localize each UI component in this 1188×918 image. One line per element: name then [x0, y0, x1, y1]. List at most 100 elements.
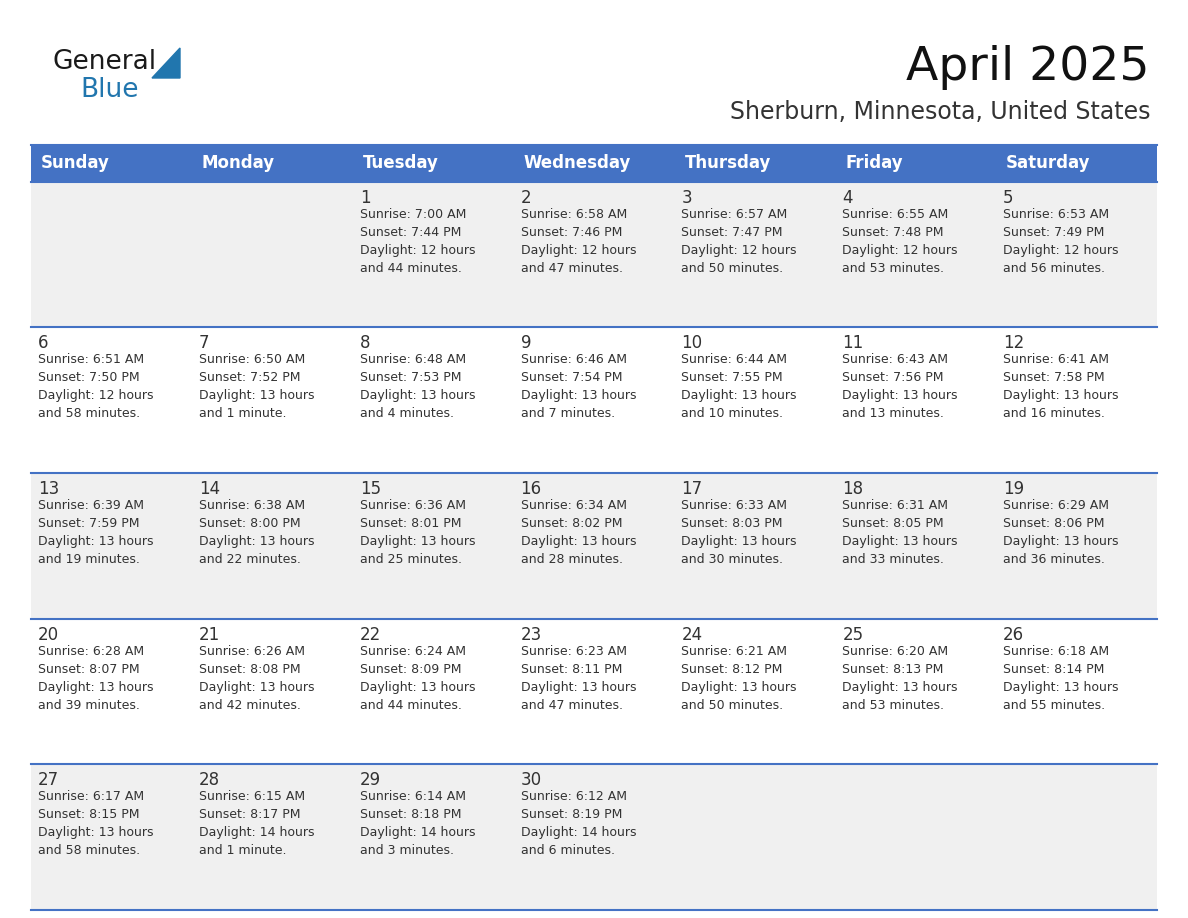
Text: Daylight: 13 hours: Daylight: 13 hours — [842, 389, 958, 402]
Text: 29: 29 — [360, 771, 381, 789]
Text: Thursday: Thursday — [684, 154, 771, 173]
Text: Sunrise: 6:50 AM: Sunrise: 6:50 AM — [198, 353, 305, 366]
Text: and 1 minute.: and 1 minute. — [198, 845, 286, 857]
Text: 14: 14 — [198, 480, 220, 498]
Text: Sunrise: 6:20 AM: Sunrise: 6:20 AM — [842, 644, 948, 657]
Text: Sunrise: 6:14 AM: Sunrise: 6:14 AM — [360, 790, 466, 803]
Text: Sunrise: 6:46 AM: Sunrise: 6:46 AM — [520, 353, 626, 366]
Text: 19: 19 — [1003, 480, 1024, 498]
Text: and 53 minutes.: and 53 minutes. — [842, 699, 944, 711]
Text: Sunrise: 6:24 AM: Sunrise: 6:24 AM — [360, 644, 466, 657]
Text: Monday: Monday — [202, 154, 274, 173]
Text: and 53 minutes.: and 53 minutes. — [842, 262, 944, 274]
Text: 11: 11 — [842, 334, 864, 353]
Text: and 33 minutes.: and 33 minutes. — [842, 553, 944, 566]
Text: 9: 9 — [520, 334, 531, 353]
Text: Sunrise: 6:55 AM: Sunrise: 6:55 AM — [842, 207, 948, 220]
Text: and 4 minutes.: and 4 minutes. — [360, 408, 454, 420]
Text: Sunset: 7:47 PM: Sunset: 7:47 PM — [682, 226, 783, 239]
Text: General: General — [52, 49, 156, 75]
Text: Sunset: 7:53 PM: Sunset: 7:53 PM — [360, 372, 461, 385]
Text: Sunset: 8:15 PM: Sunset: 8:15 PM — [38, 809, 139, 822]
Text: 28: 28 — [198, 771, 220, 789]
Text: Sunset: 8:09 PM: Sunset: 8:09 PM — [360, 663, 461, 676]
Text: and 44 minutes.: and 44 minutes. — [360, 699, 462, 711]
Text: Sunrise: 6:53 AM: Sunrise: 6:53 AM — [1003, 207, 1110, 220]
Text: and 30 minutes.: and 30 minutes. — [682, 553, 783, 566]
Text: 26: 26 — [1003, 626, 1024, 644]
Text: and 19 minutes.: and 19 minutes. — [38, 553, 140, 566]
Text: and 58 minutes.: and 58 minutes. — [38, 408, 140, 420]
Text: Sunset: 8:14 PM: Sunset: 8:14 PM — [1003, 663, 1105, 676]
Text: 5: 5 — [1003, 189, 1013, 207]
Text: Daylight: 13 hours: Daylight: 13 hours — [38, 826, 153, 839]
Text: Daylight: 12 hours: Daylight: 12 hours — [520, 244, 636, 257]
Text: Daylight: 13 hours: Daylight: 13 hours — [198, 681, 315, 694]
Text: Sunset: 7:46 PM: Sunset: 7:46 PM — [520, 226, 623, 239]
Text: 17: 17 — [682, 480, 702, 498]
Text: 13: 13 — [38, 480, 59, 498]
Text: Sunrise: 6:43 AM: Sunrise: 6:43 AM — [842, 353, 948, 366]
Text: 16: 16 — [520, 480, 542, 498]
Text: Sunset: 8:11 PM: Sunset: 8:11 PM — [520, 663, 623, 676]
Polygon shape — [152, 48, 181, 78]
Text: and 36 minutes.: and 36 minutes. — [1003, 553, 1105, 566]
Bar — [997, 145, 1157, 182]
Text: Sunset: 8:01 PM: Sunset: 8:01 PM — [360, 517, 461, 530]
Text: Tuesday: Tuesday — [362, 154, 438, 173]
Bar — [31, 145, 191, 182]
Text: and 55 minutes.: and 55 minutes. — [1003, 699, 1105, 711]
Text: Daylight: 13 hours: Daylight: 13 hours — [1003, 535, 1119, 548]
Text: Daylight: 13 hours: Daylight: 13 hours — [38, 681, 153, 694]
Text: and 47 minutes.: and 47 minutes. — [520, 262, 623, 274]
Text: Daylight: 12 hours: Daylight: 12 hours — [360, 244, 475, 257]
Text: and 58 minutes.: and 58 minutes. — [38, 845, 140, 857]
Text: Sunrise: 6:58 AM: Sunrise: 6:58 AM — [520, 207, 627, 220]
Text: 12: 12 — [1003, 334, 1024, 353]
Text: Daylight: 13 hours: Daylight: 13 hours — [682, 535, 797, 548]
Text: Sunset: 8:05 PM: Sunset: 8:05 PM — [842, 517, 944, 530]
Text: Sunrise: 6:44 AM: Sunrise: 6:44 AM — [682, 353, 788, 366]
Text: Sunset: 7:54 PM: Sunset: 7:54 PM — [520, 372, 623, 385]
Text: 25: 25 — [842, 626, 864, 644]
Text: Sunday: Sunday — [40, 154, 109, 173]
Text: Sunset: 7:55 PM: Sunset: 7:55 PM — [682, 372, 783, 385]
Text: Daylight: 13 hours: Daylight: 13 hours — [198, 535, 315, 548]
Bar — [191, 145, 353, 182]
Text: Sunrise: 6:12 AM: Sunrise: 6:12 AM — [520, 790, 626, 803]
Text: Daylight: 12 hours: Daylight: 12 hours — [38, 389, 153, 402]
Text: Daylight: 13 hours: Daylight: 13 hours — [198, 389, 315, 402]
Text: Sunrise: 6:23 AM: Sunrise: 6:23 AM — [520, 644, 626, 657]
Text: Sunrise: 6:41 AM: Sunrise: 6:41 AM — [1003, 353, 1110, 366]
Text: Sunrise: 6:17 AM: Sunrise: 6:17 AM — [38, 790, 144, 803]
Text: Sunrise: 6:48 AM: Sunrise: 6:48 AM — [360, 353, 466, 366]
Bar — [31, 619, 1157, 765]
Text: Sunset: 8:18 PM: Sunset: 8:18 PM — [360, 809, 461, 822]
Text: Sunset: 7:52 PM: Sunset: 7:52 PM — [198, 372, 301, 385]
Text: Daylight: 14 hours: Daylight: 14 hours — [520, 826, 636, 839]
Text: and 7 minutes.: and 7 minutes. — [520, 408, 614, 420]
Text: 15: 15 — [360, 480, 381, 498]
Text: Daylight: 13 hours: Daylight: 13 hours — [360, 681, 475, 694]
Text: Sunrise: 7:00 AM: Sunrise: 7:00 AM — [360, 207, 466, 220]
Bar — [31, 182, 1157, 328]
Text: Daylight: 14 hours: Daylight: 14 hours — [198, 826, 315, 839]
Text: Sunset: 8:06 PM: Sunset: 8:06 PM — [1003, 517, 1105, 530]
Bar — [675, 145, 835, 182]
Text: and 28 minutes.: and 28 minutes. — [520, 553, 623, 566]
Text: Daylight: 13 hours: Daylight: 13 hours — [1003, 389, 1119, 402]
Text: and 13 minutes.: and 13 minutes. — [842, 408, 944, 420]
Text: and 50 minutes.: and 50 minutes. — [682, 699, 784, 711]
Text: Wednesday: Wednesday — [524, 154, 631, 173]
Text: and 3 minutes.: and 3 minutes. — [360, 845, 454, 857]
Text: 27: 27 — [38, 771, 59, 789]
Text: Sunrise: 6:34 AM: Sunrise: 6:34 AM — [520, 499, 626, 512]
Bar — [31, 473, 1157, 619]
Text: and 25 minutes.: and 25 minutes. — [360, 553, 462, 566]
Text: Daylight: 13 hours: Daylight: 13 hours — [360, 535, 475, 548]
Text: Daylight: 12 hours: Daylight: 12 hours — [682, 244, 797, 257]
Text: and 56 minutes.: and 56 minutes. — [1003, 262, 1105, 274]
Text: 3: 3 — [682, 189, 693, 207]
Text: 2: 2 — [520, 189, 531, 207]
Text: Daylight: 13 hours: Daylight: 13 hours — [842, 681, 958, 694]
